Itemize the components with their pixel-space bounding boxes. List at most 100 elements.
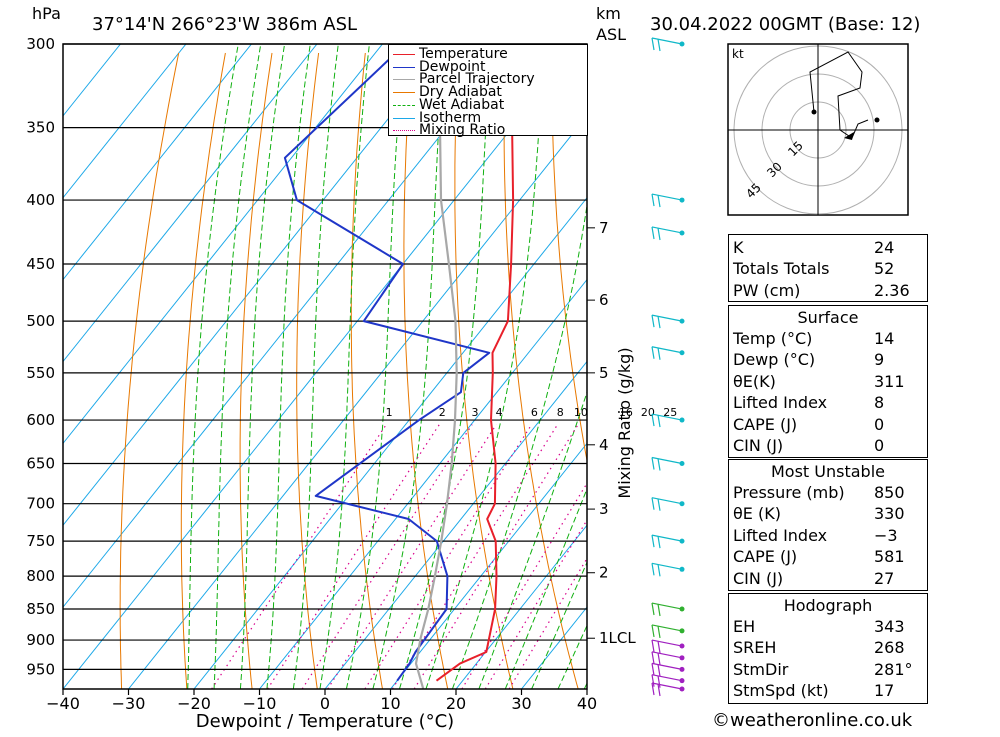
legend-swatch — [393, 79, 415, 80]
height-tick-label: 1LCL — [599, 629, 636, 647]
wind-barb-flag — [658, 195, 660, 207]
index-row: CIN (J) 27 — [729, 568, 927, 589]
most-unstable-title: Most Unstable — [729, 461, 927, 482]
mixing-ratio-line — [365, 425, 532, 689]
isobar-lines — [63, 44, 587, 669]
index-value: 52 — [874, 258, 894, 279]
dry-adiabat-line — [120, 53, 179, 689]
wind-barb-flag — [652, 457, 654, 469]
pressure-tick-label: 850 — [26, 600, 55, 618]
isotherm-line — [0, 44, 448, 689]
pressure-tick-label: 300 — [26, 35, 55, 53]
index-value: 8 — [874, 392, 884, 413]
height-tick-label: 6 — [599, 291, 609, 309]
index-row: CIN (J)0 — [729, 435, 927, 456]
index-key: Lifted Index — [733, 392, 827, 413]
index-row: Pressure (mb) 850 — [729, 482, 927, 503]
wind-barb-flag — [658, 348, 660, 360]
pressure-tick-label: 400 — [26, 191, 55, 209]
index-key: CIN (J) — [733, 568, 783, 589]
wind-barb-flag — [658, 536, 660, 548]
plot-frame — [63, 44, 587, 689]
pressure-tick-label: 750 — [26, 532, 55, 550]
index-key: Totals Totals — [733, 258, 830, 279]
index-row: Lifted Index−3 — [729, 525, 927, 546]
sounding-series — [285, 44, 513, 689]
wind-barb-flag — [652, 38, 654, 50]
index-key: Temp (°C) — [733, 328, 812, 349]
isotherm-line — [129, 44, 645, 689]
wind-barb-staff — [652, 683, 682, 689]
wind-barb-flag — [658, 316, 660, 328]
height-tick-label: 7 — [599, 219, 609, 237]
legend-label: Mixing Ratio — [419, 124, 505, 137]
wind-barb-flag — [658, 604, 660, 616]
x-tick-label: −30 — [112, 694, 146, 713]
wind-barb-flag — [652, 640, 654, 652]
wind-barb-staff — [652, 652, 682, 658]
x-axis-title: Dewpoint / Temperature (°C) — [196, 711, 454, 732]
legend-swatch — [393, 54, 415, 55]
wind-barb-flag — [658, 228, 660, 240]
index-row: CAPE (J)0 — [729, 414, 927, 435]
km-label: km — [596, 4, 621, 23]
credit-link[interactable]: ©weatheronline.co.uk — [712, 710, 912, 731]
wet-adiabat-line — [293, 44, 338, 689]
wind-barb-flag — [652, 652, 654, 664]
wind-barb-flag — [652, 625, 654, 637]
wind-barb-staff — [652, 347, 682, 353]
legend-swatch — [393, 130, 415, 131]
wind-barb-staff — [652, 227, 682, 233]
legend-swatch — [393, 118, 415, 119]
wind-barb-staff — [652, 535, 682, 541]
isotherm-line — [0, 44, 121, 689]
dry-adiabat-line — [972, 53, 1000, 689]
index-row: Lifted Index 8 — [729, 392, 927, 413]
index-value: 0 — [874, 414, 884, 435]
wind-barb-flag — [652, 315, 654, 327]
legend-swatch — [393, 105, 415, 106]
index-value: 850 — [874, 482, 905, 503]
pressure-tick-label: 800 — [26, 567, 55, 585]
index-value: 27 — [874, 568, 894, 589]
x-tick-label: 40 — [577, 694, 597, 713]
index-value: −3 — [874, 525, 898, 546]
index-key: Pressure (mb) — [733, 482, 845, 503]
isotherm-line — [0, 44, 383, 689]
wind-barbs — [652, 38, 685, 696]
index-value: 268 — [874, 637, 905, 658]
wind-barb-flag — [652, 563, 654, 575]
dry-adiabat-line — [297, 53, 319, 689]
index-value: 9 — [874, 349, 884, 370]
pressure-tick-label: 450 — [26, 255, 55, 273]
wet-adiabat-line — [188, 44, 239, 689]
pressure-tick-label: 900 — [26, 631, 55, 649]
index-key: CIN (J) — [733, 435, 783, 456]
index-key: θE (K) — [733, 503, 781, 524]
wet-adiabat-line — [214, 44, 261, 689]
dry-adiabat-line — [181, 53, 225, 689]
height-tick-label: 5 — [599, 364, 609, 382]
wind-barb-flag — [658, 415, 660, 427]
hodograph-title: Hodograph — [729, 595, 927, 616]
mixing-ratio-label: 10 — [574, 406, 588, 419]
mixing-ratio-label: 3 — [472, 406, 479, 419]
x-tick-label: −40 — [46, 694, 80, 713]
index-key: SREH — [733, 637, 776, 658]
pressure-tick-label: 500 — [26, 312, 55, 330]
wet-adiabat-line — [346, 44, 404, 689]
sounding-datetime: 30.04.2022 00GMT (Base: 12) — [650, 14, 920, 35]
index-key: K — [733, 237, 744, 258]
index-row: θE (K)330 — [729, 503, 927, 524]
wind-barb-staff — [652, 603, 682, 609]
wind-barb-flag — [658, 641, 660, 653]
wind-barb-flag — [658, 499, 660, 511]
hodograph-start-dot — [812, 110, 817, 115]
index-row: StmSpd (kt)17 — [729, 680, 927, 701]
wind-barb-staff — [652, 640, 682, 646]
